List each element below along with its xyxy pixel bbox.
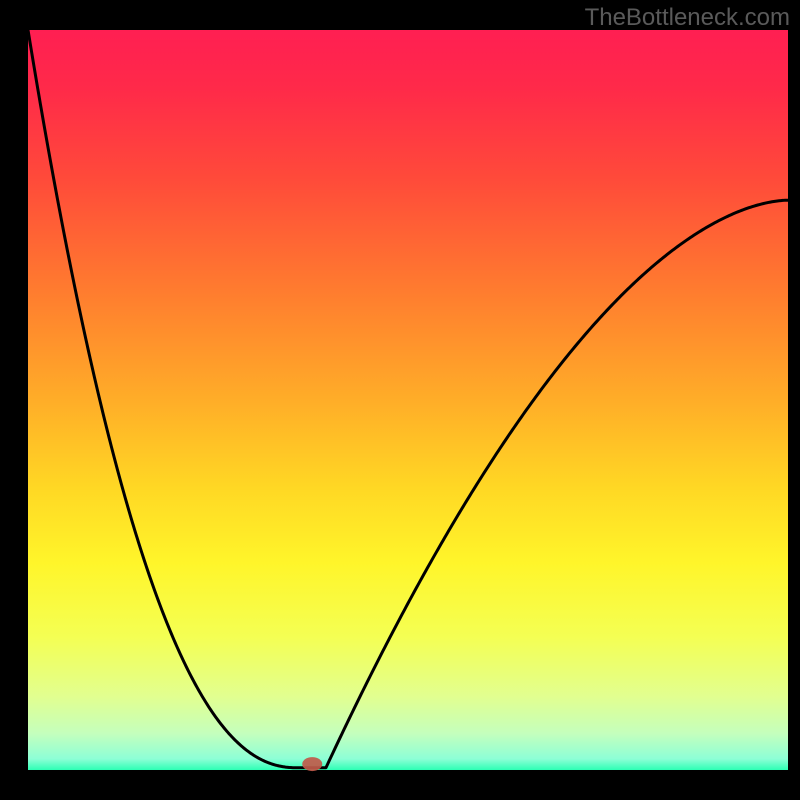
minimum-marker <box>302 757 322 771</box>
bottleneck-chart <box>0 0 800 800</box>
watermark-text: TheBottleneck.com <box>585 4 790 32</box>
plot-background <box>28 30 788 770</box>
chart-container: TheBottleneck.com <box>0 0 800 800</box>
